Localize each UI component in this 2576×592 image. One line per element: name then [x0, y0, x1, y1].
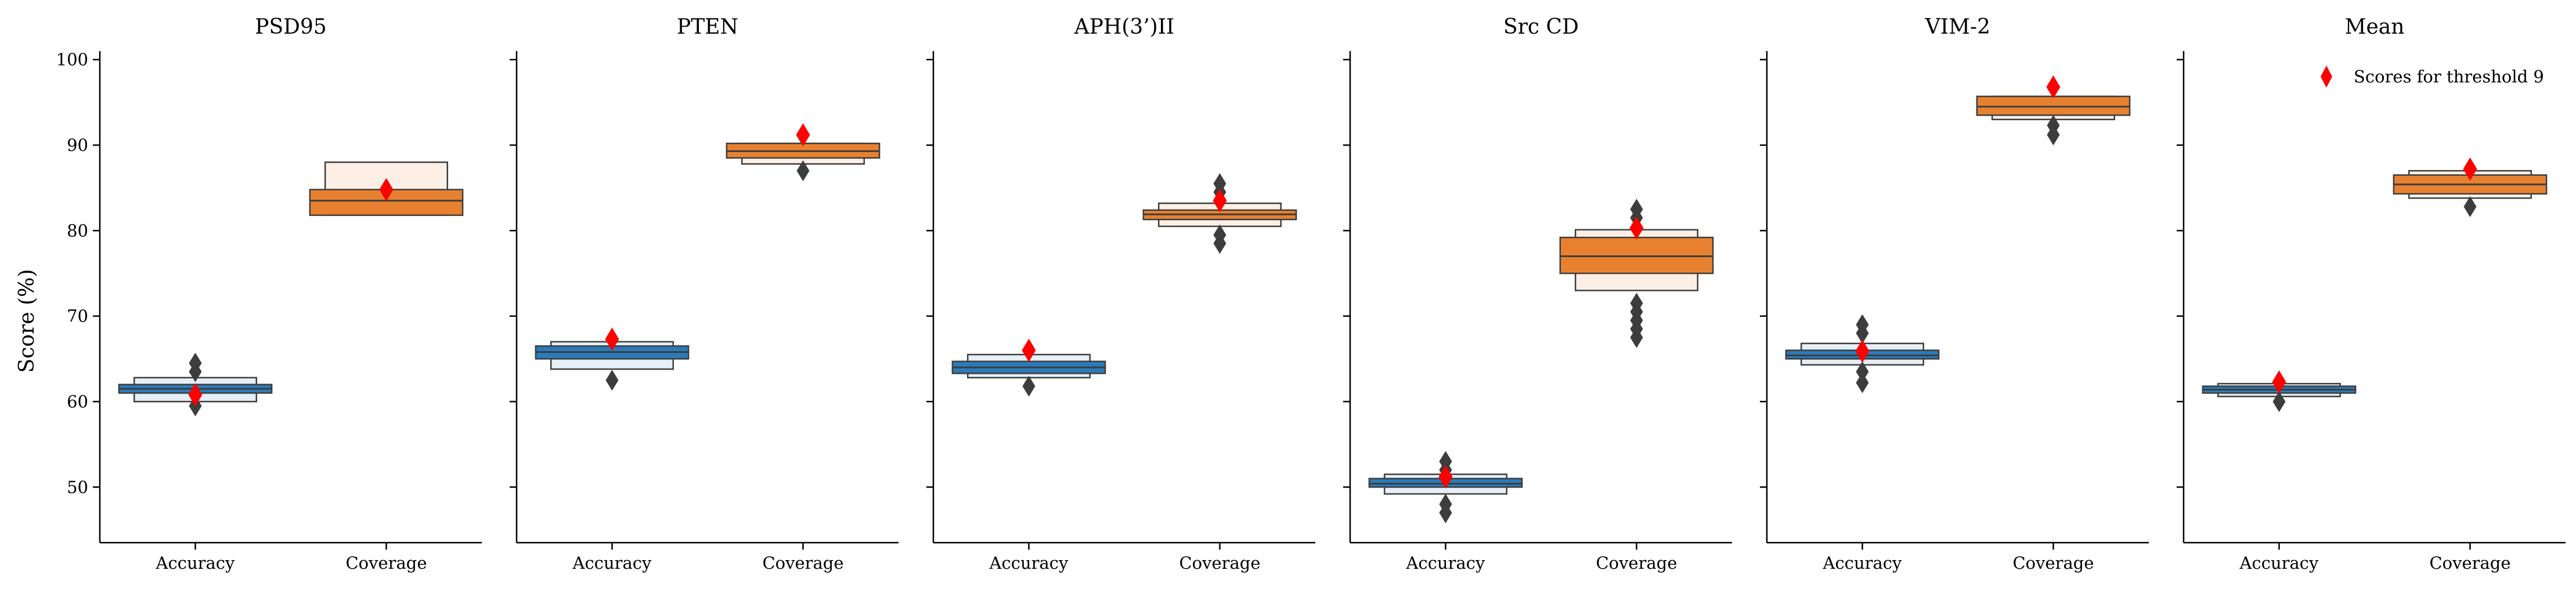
- x-tick-label: Accuracy: [989, 553, 1069, 573]
- boxen-coverage: [2393, 157, 2548, 218]
- threshold-marker: [379, 178, 394, 201]
- threshold-marker: [2272, 370, 2286, 394]
- x-tick-label: Accuracy: [156, 553, 235, 573]
- panel-4: VIM-2 Accuracy Coverage: [1760, 15, 2149, 573]
- outlier-marker: [1630, 293, 1643, 314]
- panel-title: PTEN: [677, 15, 738, 39]
- y-tick-label: 100: [56, 50, 88, 70]
- threshold-marker: [1438, 465, 1453, 489]
- boxen-accuracy: [118, 352, 273, 417]
- panel-title: PSD95: [255, 15, 327, 39]
- panel-1: PTEN Accuracy Coverage: [510, 15, 899, 573]
- outlier-marker: [1439, 493, 1452, 515]
- y-tick-label: 60: [67, 392, 88, 411]
- x-tick-label: Coverage: [2429, 553, 2510, 573]
- outlier-marker: [1022, 376, 1036, 397]
- y-tick-label: 90: [67, 135, 88, 155]
- boxen-coverage: [309, 161, 464, 216]
- x-tick-label: Coverage: [1179, 553, 1260, 573]
- threshold-marker: [1629, 216, 1644, 240]
- threshold-marker: [1855, 340, 1870, 363]
- panel-title: VIM-2: [1925, 15, 1990, 39]
- legend: Scores for threshold 9: [2321, 66, 2544, 88]
- x-tick-label: Coverage: [2012, 553, 2094, 573]
- y-tick-label: 80: [67, 221, 88, 240]
- threshold-marker: [2463, 157, 2477, 181]
- outlier-marker: [605, 370, 619, 391]
- boxen-coverage: [726, 123, 881, 182]
- outlier-marker: [1630, 198, 1643, 220]
- panel-title: APH(3’)II: [1074, 15, 1175, 39]
- outlier-marker: [189, 352, 202, 374]
- threshold-marker: [188, 383, 203, 407]
- y-tick-label: 50: [67, 477, 88, 497]
- boxen-accuracy: [535, 327, 690, 391]
- outlier-marker: [2463, 196, 2477, 218]
- boxen-accuracy: [1785, 314, 1940, 394]
- outlier-marker: [2272, 391, 2286, 412]
- threshold-marker: [796, 123, 810, 147]
- outlier-marker: [1856, 372, 1869, 394]
- outlier-marker: [1213, 173, 1226, 194]
- y-axis-label: Score (%): [15, 269, 39, 373]
- legend-label: Scores for threshold 9: [2354, 67, 2544, 86]
- threshold-marker: [1213, 189, 1227, 212]
- boxen-coverage: [1142, 173, 1297, 254]
- panel-0: PSD95 50 60 70 80 90 100 Accuracy Coverage: [56, 15, 482, 573]
- y-tick-label: 70: [67, 306, 88, 326]
- x-tick-label: Accuracy: [2239, 553, 2319, 573]
- boxen-coverage: [1559, 198, 1714, 348]
- boxen-accuracy: [1368, 451, 1523, 524]
- outlier-marker: [1213, 224, 1226, 246]
- legend-marker: [2321, 66, 2332, 88]
- threshold-marker: [1022, 338, 1036, 362]
- x-tick-label: Coverage: [1596, 553, 1677, 573]
- panel-title: Mean: [2345, 15, 2405, 39]
- x-tick-label: Accuracy: [1823, 553, 1902, 573]
- panel-title: Src CD: [1503, 15, 1579, 39]
- boxen-accuracy: [2202, 370, 2357, 412]
- panel-5: Mean Accuracy Coverage: [2177, 15, 2566, 573]
- x-tick-label: Coverage: [345, 553, 427, 573]
- boxen-accuracy: [951, 338, 1106, 397]
- panel-2: APH(3’)II Accuracy Coverage: [926, 15, 1315, 573]
- outlier-marker: [1856, 361, 1869, 382]
- panel-3: Src CD Accuracy Coverage: [1343, 15, 1732, 573]
- x-tick-label: Accuracy: [1406, 553, 1485, 573]
- outlier-marker: [2047, 115, 2060, 136]
- outlier-marker: [1439, 451, 1452, 472]
- threshold-marker: [605, 327, 619, 351]
- x-tick-label: Coverage: [762, 553, 843, 573]
- boxen-coverage: [1976, 75, 2131, 146]
- outlier-marker: [796, 160, 810, 182]
- x-tick-label: Accuracy: [572, 553, 652, 573]
- threshold-marker: [2046, 75, 2061, 99]
- outlier-marker: [1856, 314, 1869, 335]
- panels-group: PSD95 50 60 70 80 90 100 Accuracy Coverage PTEN Ac…: [56, 15, 2566, 573]
